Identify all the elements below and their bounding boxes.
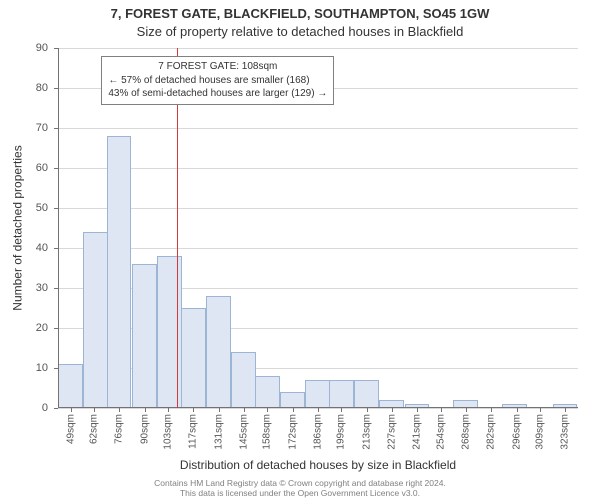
x-tick-mark: [193, 408, 194, 412]
x-tick-mark: [466, 408, 467, 412]
x-tick-mark: [293, 408, 294, 412]
y-axis-label: Number of detached properties: [11, 145, 25, 310]
histogram-bar: [206, 296, 231, 408]
gridline: [58, 48, 578, 49]
histogram-bar: [255, 376, 280, 408]
chart-container: { "title_line1": "7, FOREST GATE, BLACKF…: [0, 0, 600, 500]
x-tick-mark: [540, 408, 541, 412]
chart-title-address: 7, FOREST GATE, BLACKFIELD, SOUTHAMPTON,…: [0, 6, 600, 21]
x-tick-label: 117sqm: [188, 414, 199, 449]
histogram-bar: [181, 308, 206, 408]
x-tick-label: 282sqm: [486, 414, 497, 450]
x-tick-label: 158sqm: [262, 414, 273, 450]
histogram-bar: [132, 264, 157, 408]
y-tick-label: 30: [36, 282, 48, 294]
x-tick-mark: [244, 408, 245, 412]
histogram-bar: [329, 380, 354, 408]
x-tick-label: 103sqm: [163, 414, 174, 450]
x-tick-mark: [441, 408, 442, 412]
histogram-bar: [58, 364, 83, 408]
x-tick-mark: [367, 408, 368, 412]
y-tick-label: 20: [36, 322, 48, 334]
histogram-bar: [231, 352, 256, 408]
x-tick-mark: [168, 408, 169, 412]
x-tick-label: 62sqm: [89, 414, 100, 444]
x-tick-label: 323sqm: [560, 414, 571, 450]
x-tick-mark: [341, 408, 342, 412]
y-tick-label: 90: [36, 42, 48, 54]
plot-area: 010203040506070809049sqm62sqm76sqm90sqm1…: [58, 48, 578, 408]
histogram-bar: [83, 232, 108, 408]
y-axis-label-wrap: Number of detached properties: [10, 48, 26, 408]
x-axis-line: [58, 407, 578, 408]
x-tick-label: 199sqm: [336, 414, 347, 450]
gridline: [58, 128, 578, 129]
x-tick-mark: [219, 408, 220, 412]
x-tick-label: 241sqm: [412, 414, 423, 450]
footer-line-2: This data is licensed under the Open Gov…: [0, 488, 600, 498]
x-tick-label: 76sqm: [114, 414, 125, 444]
x-tick-mark: [267, 408, 268, 412]
x-tick-label: 309sqm: [535, 414, 546, 450]
x-axis-label: Distribution of detached houses by size …: [58, 458, 578, 472]
y-tick-label: 80: [36, 82, 48, 94]
x-tick-label: 186sqm: [313, 414, 324, 450]
annotation-line: 43% of semi-detached houses are larger (…: [108, 87, 327, 101]
x-tick-mark: [491, 408, 492, 412]
histogram-bar: [280, 392, 305, 408]
footer-line-1: Contains HM Land Registry data © Crown c…: [0, 478, 600, 488]
x-tick-mark: [71, 408, 72, 412]
x-tick-label: 172sqm: [287, 414, 298, 450]
x-tick-label: 213sqm: [361, 414, 372, 450]
x-tick-mark: [565, 408, 566, 412]
y-tick-mark: [54, 408, 58, 409]
y-tick-label: 0: [42, 402, 48, 414]
gridline: [58, 168, 578, 169]
annotation-box: 7 FOREST GATE: 108sqm← 57% of detached h…: [101, 56, 334, 105]
x-tick-label: 268sqm: [461, 414, 472, 450]
y-axis-line: [58, 48, 59, 408]
x-tick-mark: [119, 408, 120, 412]
x-tick-label: 49sqm: [65, 414, 76, 444]
y-tick-label: 70: [36, 122, 48, 134]
gridline: [58, 248, 578, 249]
y-tick-label: 50: [36, 202, 48, 214]
x-tick-label: 254sqm: [435, 414, 446, 450]
x-tick-mark: [517, 408, 518, 412]
x-tick-label: 227sqm: [387, 414, 398, 450]
y-tick-label: 60: [36, 162, 48, 174]
histogram-bar: [305, 380, 330, 408]
gridline: [58, 208, 578, 209]
x-tick-label: 296sqm: [511, 414, 522, 450]
annotation-line: 7 FOREST GATE: 108sqm: [108, 60, 327, 74]
y-tick-label: 40: [36, 242, 48, 254]
x-tick-mark: [145, 408, 146, 412]
x-tick-label: 145sqm: [238, 414, 249, 450]
chart-title-description: Size of property relative to detached ho…: [0, 24, 600, 39]
x-tick-mark: [318, 408, 319, 412]
histogram-bar: [354, 380, 379, 408]
footer-attribution: Contains HM Land Registry data © Crown c…: [0, 478, 600, 498]
x-tick-mark: [417, 408, 418, 412]
histogram-bar: [157, 256, 182, 408]
y-tick-label: 10: [36, 362, 48, 374]
x-tick-label: 131sqm: [213, 414, 224, 450]
x-tick-mark: [94, 408, 95, 412]
x-tick-mark: [392, 408, 393, 412]
histogram-bar: [107, 136, 132, 408]
annotation-line: ← 57% of detached houses are smaller (16…: [108, 74, 327, 88]
x-tick-label: 90sqm: [139, 414, 150, 444]
